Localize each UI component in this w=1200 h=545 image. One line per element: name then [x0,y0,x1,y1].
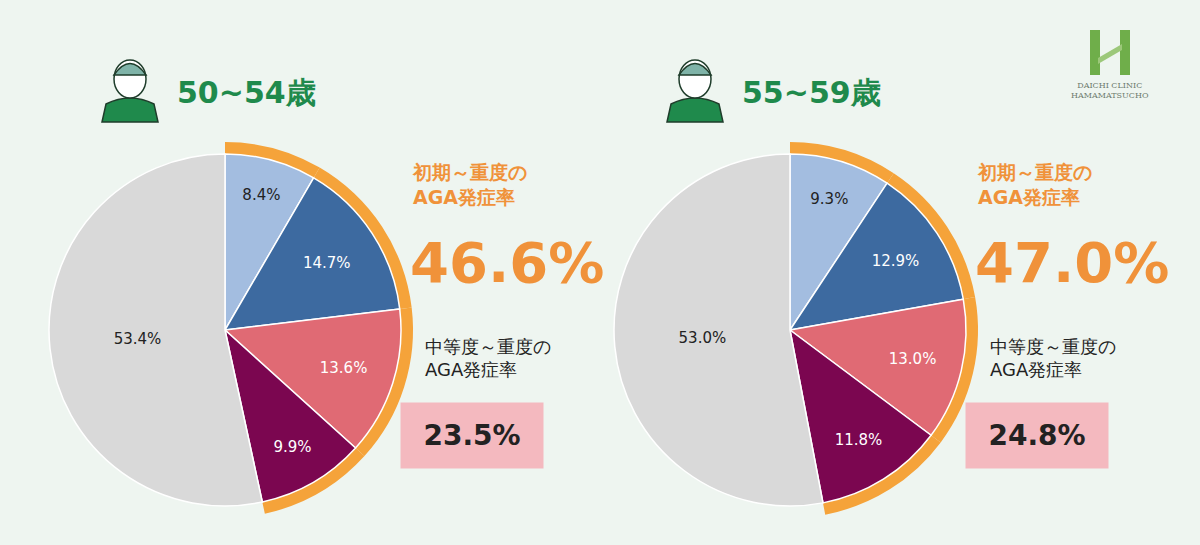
svg-text:53.4%: 53.4% [114,330,162,348]
svg-text:12.9%: 12.9% [872,252,920,270]
svg-text:9.9%: 9.9% [273,438,311,456]
svg-text:24.8%: 24.8% [988,419,1085,452]
svg-text:46.6%: 46.6% [410,230,604,295]
svg-text:14.7%: 14.7% [303,254,351,272]
svg-text:55~59歳: 55~59歳 [742,75,881,110]
svg-text:23.5%: 23.5% [423,419,520,452]
svg-text:50~54歳: 50~54歳 [177,75,316,110]
svg-text:8.4%: 8.4% [242,186,280,204]
svg-text:11.8%: 11.8% [835,431,883,449]
svg-text:初期～重度のAGA発症率: 初期～重度のAGA発症率 [977,161,1092,208]
svg-text:13.0%: 13.0% [889,350,937,368]
svg-text:9.3%: 9.3% [810,190,848,208]
svg-text:DAICHI CLINICHAMAMATSUCHO: DAICHI CLINICHAMAMATSUCHO [1071,81,1149,100]
svg-text:53.0%: 53.0% [679,329,727,347]
svg-text:中等度～重度のAGA発症率: 中等度～重度のAGA発症率 [425,336,551,380]
svg-text:13.6%: 13.6% [320,359,368,377]
svg-text:中等度～重度のAGA発症率: 中等度～重度のAGA発症率 [990,336,1116,380]
svg-text:47.0%: 47.0% [975,230,1169,295]
svg-text:初期～重度のAGA発症率: 初期～重度のAGA発症率 [412,161,527,208]
